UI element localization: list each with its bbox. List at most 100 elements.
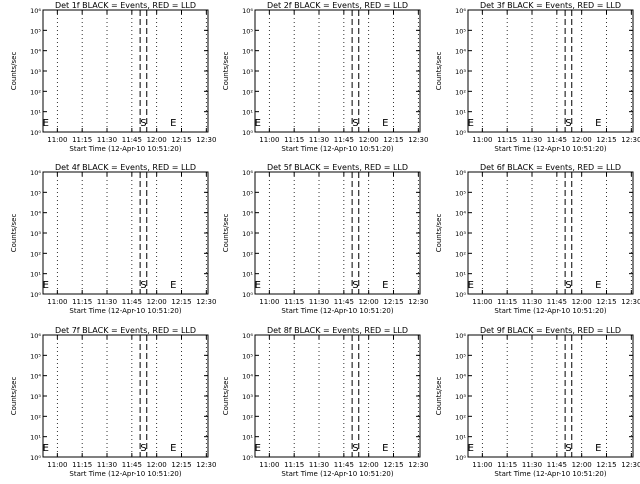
y-axis-label: Counts/sec (222, 377, 230, 416)
y-tick-label: 10⁶ (242, 169, 253, 177)
y-tick-label: 10¹ (455, 434, 466, 442)
x-axis-label: Start Time (12-Apr-10 10:51:20) (281, 307, 393, 315)
x-tick-label: 11:45 (122, 136, 142, 144)
y-tick-label: 10⁴ (242, 48, 253, 56)
x-tick-label: 12:15 (383, 461, 403, 469)
marker-s: S (565, 443, 571, 454)
x-tick-label: 11:00 (472, 461, 492, 469)
x-tick-label: 11:45 (334, 136, 354, 144)
x-tick-label: 11:30 (309, 136, 329, 144)
y-tick-label: 10¹ (30, 434, 41, 442)
x-tick-label: 11:00 (47, 298, 67, 306)
y-tick-label: 10² (455, 250, 466, 258)
panel-det-6: Det 6f BLACK = Events, RED = LLD 10⁰ 10¹ 10… (435, 163, 640, 315)
x-tick-label: 11:00 (47, 136, 67, 144)
marker-s: S (565, 280, 571, 291)
x-tick-label: 11:15 (497, 461, 517, 469)
x-tick-label: 11:30 (522, 136, 542, 144)
x-tick-label: 12:00 (147, 298, 167, 306)
panel-title: Det 9f BLACK = Events, RED = LLD (480, 326, 621, 335)
x-tick-label: 11:00 (259, 461, 279, 469)
y-tick-label: 10⁵ (455, 27, 466, 35)
panel-det-5: Det 5f BLACK = Events, RED = LLD 10⁰ 10¹ 10… (222, 163, 428, 315)
y-tick-label: 10² (30, 88, 41, 96)
x-tick-label: 11:30 (97, 136, 117, 144)
x-tick-label: 11:45 (547, 298, 567, 306)
y-tick-label: 10⁴ (30, 373, 41, 381)
x-axis-label: Start Time (12-Apr-10 10:51:20) (494, 470, 606, 478)
plot-frame (467, 9, 634, 133)
y-tick-label: 10³ (455, 230, 466, 238)
panel-det-2: Det 2f BLACK = Events, RED = LLD 10⁰ 10¹ 10… (222, 1, 428, 153)
plot-frame (467, 334, 634, 458)
x-tick-label: 12:15 (383, 136, 403, 144)
marker-e: E (382, 280, 388, 291)
marker-s: S (352, 443, 358, 454)
x-tick-label: 12:30 (196, 136, 216, 144)
panel-title: Det 8f BLACK = Events, RED = LLD (267, 326, 408, 335)
y-tick-label: 10⁰ (30, 454, 41, 462)
x-tick-label: 12:15 (596, 461, 616, 469)
y-tick-label: 10⁶ (30, 169, 41, 177)
y-tick-label: 10² (242, 413, 253, 421)
x-tick-label: 12:15 (596, 298, 616, 306)
panel-title: Det 4f BLACK = Events, RED = LLD (55, 163, 196, 172)
marker-s: S (140, 443, 146, 454)
y-tick-label: 10⁰ (242, 291, 253, 299)
panel-title: Det 5f BLACK = Events, RED = LLD (267, 163, 408, 172)
x-tick-label: 11:30 (522, 298, 542, 306)
y-tick-label: 10⁵ (455, 352, 466, 360)
y-axis-label: Counts/sec (435, 52, 443, 91)
panel-det-9: Det 9f BLACK = Events, RED = LLD 10⁰ 10¹ 10… (435, 326, 640, 478)
x-tick-label: 12:30 (408, 461, 428, 469)
y-axis-label: Counts/sec (222, 52, 230, 91)
marker-e: E (170, 280, 176, 291)
x-tick-label: 12:00 (359, 461, 379, 469)
y-tick-label: 10¹ (30, 271, 41, 279)
y-tick-label: 10² (242, 250, 253, 258)
x-tick-label: 12:15 (171, 461, 191, 469)
x-tick-label: 12:30 (196, 298, 216, 306)
x-tick-label: 11:45 (334, 461, 354, 469)
x-tick-label: 11:30 (97, 298, 117, 306)
y-tick-label: 10² (455, 413, 466, 421)
panel-det-7: Det 7f BLACK = Events, RED = LLD 10⁰ 10¹ 10… (10, 326, 216, 478)
y-tick-label: 10² (30, 413, 41, 421)
x-tick-label: 11:00 (259, 136, 279, 144)
plot-frame (42, 171, 209, 295)
x-tick-label: 11:15 (284, 298, 304, 306)
y-tick-label: 10³ (30, 68, 41, 76)
y-tick-label: 10⁶ (242, 332, 253, 340)
y-tick-label: 10³ (242, 230, 253, 238)
marker-e: E (468, 443, 474, 454)
plot-frame (42, 334, 209, 458)
y-tick-label: 10⁶ (455, 332, 466, 340)
marker-e: E (595, 118, 601, 129)
x-tick-label: 11:30 (309, 298, 329, 306)
marker-s: S (352, 118, 358, 129)
x-tick-label: 12:00 (572, 298, 592, 306)
marker-e: E (255, 443, 261, 454)
x-tick-label: 11:45 (334, 298, 354, 306)
x-tick-label: 11:45 (122, 461, 142, 469)
panel-title: Det 7f BLACK = Events, RED = LLD (55, 326, 196, 335)
y-axis-label: Counts/sec (435, 377, 443, 416)
y-tick-label: 10³ (30, 393, 41, 401)
x-tick-label: 11:45 (547, 136, 567, 144)
marker-s: S (140, 280, 146, 291)
panel-title: Det 3f BLACK = Events, RED = LLD (480, 1, 621, 10)
y-tick-label: 10⁴ (455, 48, 466, 56)
marker-e: E (468, 280, 474, 291)
x-axis-label: Start Time (12-Apr-10 10:51:20) (494, 145, 606, 153)
x-tick-label: 11:15 (284, 136, 304, 144)
y-tick-label: 10⁴ (30, 210, 41, 218)
y-tick-label: 10⁵ (30, 189, 41, 197)
plot-frame (254, 9, 421, 133)
panel-det-4: Det 4f BLACK = Events, RED = LLD 10⁰ 10¹ 10… (10, 163, 216, 315)
x-axis-label: Start Time (12-Apr-10 10:51:20) (281, 470, 393, 478)
x-tick-label: 11:15 (72, 461, 92, 469)
plot-frame (42, 9, 209, 133)
x-tick-label: 11:00 (472, 298, 492, 306)
panel-det-8: Det 8f BLACK = Events, RED = LLD 10⁰ 10¹ 10… (222, 326, 428, 478)
